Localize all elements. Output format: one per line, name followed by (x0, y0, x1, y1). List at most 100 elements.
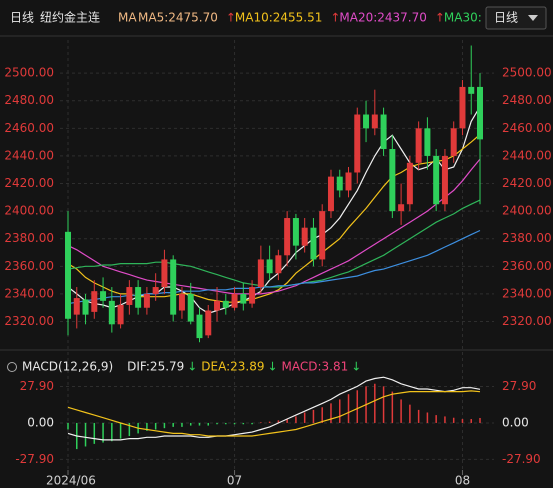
y-tick-label: 27.90 (20, 379, 54, 393)
macd-bar (312, 409, 315, 423)
macd-bar (479, 417, 481, 423)
macd-bar (417, 409, 420, 423)
candle-body (371, 114, 378, 129)
macd-bar (277, 420, 280, 423)
legend-arrow: ↓ (187, 360, 197, 374)
indicator-title: MACD(12,26,9) (22, 360, 113, 374)
candle-body (240, 293, 247, 304)
period-dropdown[interactable] (485, 6, 547, 30)
macd-bar (295, 416, 297, 423)
y-tick-label: 2320.00 (4, 314, 54, 328)
candle-body (117, 304, 124, 325)
candle-body (65, 231, 71, 319)
candle-body (135, 287, 142, 308)
macd-bar (242, 422, 245, 425)
candle-body (196, 314, 203, 339)
y-tick-label-right: 2460.00 (502, 121, 552, 135)
macd-bar (409, 404, 411, 423)
candle-body (275, 255, 282, 274)
macd-bar (382, 386, 385, 423)
macd-bar (111, 422, 113, 442)
macd-bar (119, 422, 122, 439)
legend-entry: MACD:3.81 (282, 360, 349, 374)
candle-body (477, 86, 483, 140)
y-tick-label-right: 2440.00 (502, 148, 552, 162)
candle-body (450, 128, 457, 156)
candle-body (266, 259, 273, 274)
candle-body (468, 86, 475, 94)
macd-bar (286, 419, 288, 423)
macd-bar (154, 422, 157, 430)
x-tick-label: 08 (455, 474, 470, 488)
y-tick-label: 2480.00 (4, 93, 54, 107)
macd-bar (233, 422, 236, 425)
x-tick-label: 2024/06 (46, 474, 96, 488)
candle-body (380, 114, 387, 150)
macd-bar (189, 422, 192, 426)
x-tick-label: 07 (227, 474, 242, 488)
macd-bar (374, 383, 376, 423)
legend-arrow: ↑ (330, 11, 340, 25)
macd-line (67, 390, 481, 437)
candle-body (187, 293, 194, 322)
legend-entry: MA5:2475.70 (138, 11, 218, 25)
candle-body (406, 162, 413, 205)
macd-bar (347, 394, 350, 423)
candle-body (82, 299, 89, 315)
ma-label: MA (118, 11, 137, 25)
macd-bar (84, 422, 87, 447)
candle-body (257, 259, 264, 288)
macd-bar (330, 403, 332, 423)
candle-body (100, 291, 107, 301)
macd-bar (470, 419, 472, 423)
candle-body (222, 300, 229, 308)
candle-body (398, 204, 405, 212)
candle-body (336, 176, 343, 191)
y-tick-label-right: 2500.00 (502, 66, 552, 80)
y-tick-label-right: 2380.00 (502, 231, 552, 245)
candle-body (170, 259, 177, 315)
macd-bar (216, 422, 218, 425)
candle-body (310, 227, 317, 260)
legend-arrow: ↓ (351, 360, 361, 374)
macd-bar (400, 399, 402, 423)
dropdown-label[interactable]: 日线 (494, 11, 518, 25)
macd-bar (338, 399, 341, 423)
macd-bar (268, 421, 271, 423)
candle-body (459, 86, 466, 129)
macd-bar (207, 422, 210, 426)
macd-bar (426, 412, 429, 423)
candle-body (91, 291, 98, 312)
macd-bar (93, 422, 96, 444)
macd-line (67, 376, 481, 441)
macd-bar (444, 416, 446, 423)
candle-body (441, 155, 448, 205)
macd-bar (356, 390, 359, 423)
macd-bar (181, 422, 183, 427)
macd-bar (225, 422, 227, 425)
y-tick-label: 2400.00 (4, 204, 54, 218)
legend-arrow: ↑ (226, 11, 236, 25)
legend-entry: MA10:2455.51 (235, 11, 323, 25)
macd-bar (67, 422, 69, 430)
candle-body (363, 114, 370, 129)
candle-body (178, 293, 185, 311)
indicator-icon[interactable] (7, 362, 17, 372)
macd-bar (391, 391, 394, 423)
candle-body (301, 227, 308, 246)
macd-bar (163, 422, 166, 429)
instrument-name: 纽约金主连 (40, 10, 100, 25)
candle-body (327, 176, 334, 212)
dropdown-caret[interactable] (528, 15, 538, 21)
macd-bar (251, 422, 253, 425)
macd-bar (461, 419, 464, 423)
candle-body (73, 298, 80, 315)
legend-entry: MA30: (444, 11, 482, 25)
candle-body (424, 128, 431, 156)
y-tick-label-right: 2360.00 (502, 259, 552, 273)
candle-body (161, 259, 168, 288)
macd-bar (435, 415, 437, 423)
